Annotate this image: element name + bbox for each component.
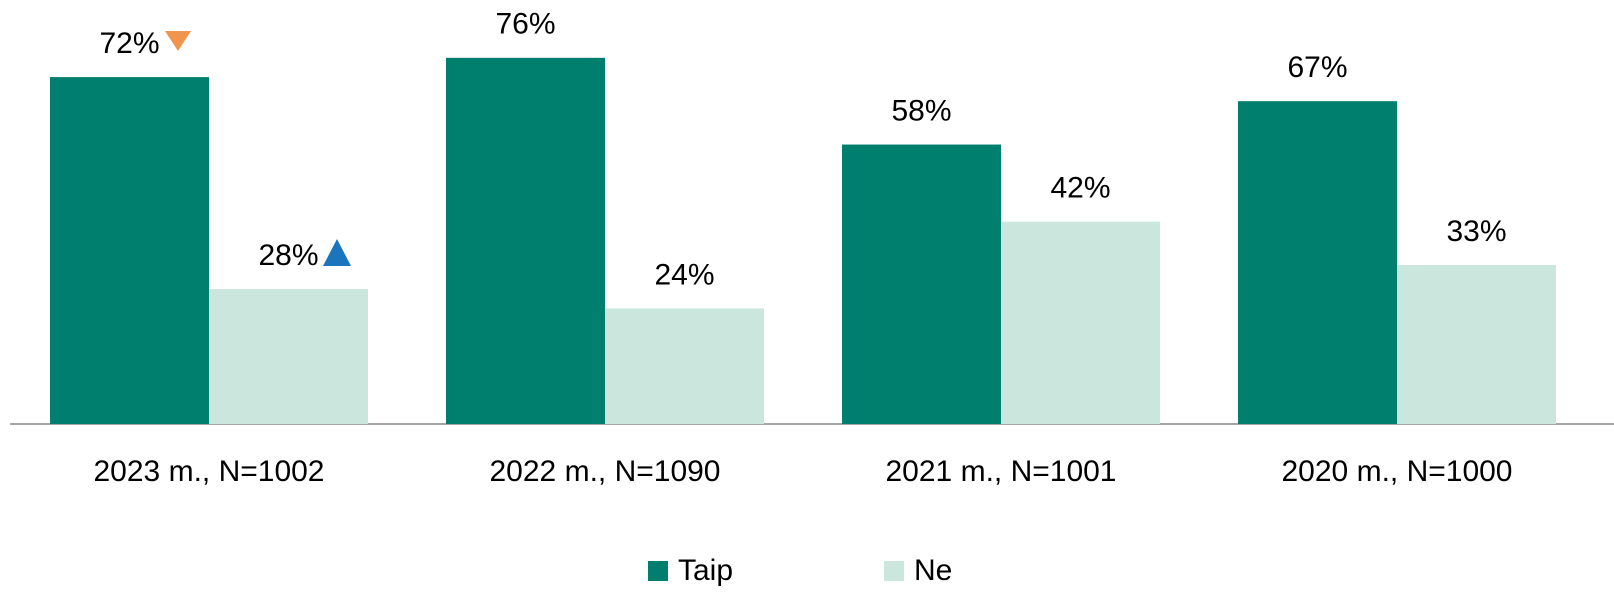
decrease-marker xyxy=(165,31,191,51)
value-label: 72% xyxy=(99,27,159,60)
bar xyxy=(50,77,209,424)
x-tick-label: 2022 m., N=1090 xyxy=(490,455,721,488)
legend-swatch xyxy=(884,561,904,581)
bar xyxy=(1238,101,1397,424)
value-label: 67% xyxy=(1287,51,1347,84)
legend-swatch xyxy=(648,561,668,581)
value-label: 42% xyxy=(1050,172,1110,205)
value-label: 24% xyxy=(654,258,714,291)
value-label: 28% xyxy=(258,239,318,272)
bar xyxy=(209,289,368,424)
value-label: 76% xyxy=(495,8,555,41)
bar xyxy=(446,57,605,425)
legend-label: Ne xyxy=(914,554,952,587)
bar xyxy=(1001,221,1160,424)
legend-label: Taip xyxy=(678,554,733,587)
value-label: 33% xyxy=(1446,215,1506,248)
x-tick-label: 2023 m., N=1002 xyxy=(94,455,325,488)
bar xyxy=(1397,265,1556,424)
bar xyxy=(605,308,764,424)
bar xyxy=(842,144,1001,424)
value-label: 58% xyxy=(891,94,951,127)
increase-marker xyxy=(323,239,351,266)
x-tick-label: 2020 m., N=1000 xyxy=(1282,455,1513,488)
x-tick-label: 2021 m., N=1001 xyxy=(886,455,1117,488)
